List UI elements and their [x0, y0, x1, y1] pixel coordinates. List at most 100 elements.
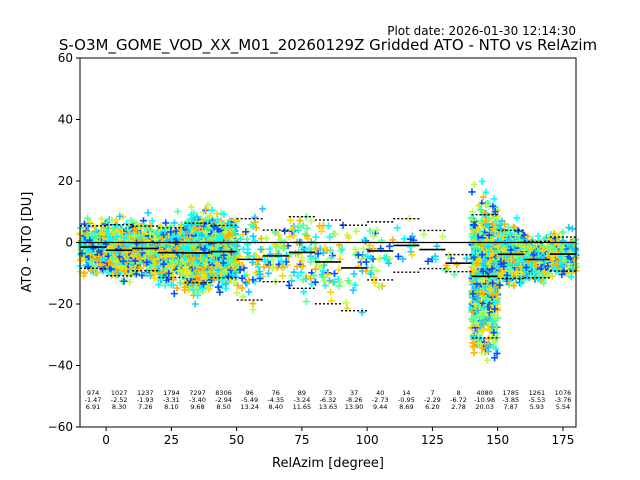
- data-point: [177, 222, 185, 230]
- data-point: [160, 249, 168, 257]
- data-point: [87, 257, 95, 265]
- data-point: [93, 269, 101, 277]
- data-point: [160, 230, 168, 238]
- data-point: [439, 232, 447, 240]
- data-point: [122, 265, 130, 273]
- data-point: [86, 219, 94, 227]
- data-point: [311, 239, 319, 247]
- scatter-points: [76, 177, 580, 364]
- data-point: [138, 240, 146, 248]
- data-point: [204, 201, 212, 209]
- data-point: [109, 255, 117, 263]
- data-point: [138, 271, 146, 279]
- data-point: [171, 259, 179, 267]
- data-point: [84, 214, 92, 222]
- data-point: [278, 272, 286, 280]
- data-point: [321, 282, 329, 290]
- data-point: [470, 349, 478, 357]
- data-point: [162, 219, 170, 227]
- data-point: [146, 249, 154, 257]
- data-point: [114, 271, 122, 279]
- data-point: [91, 223, 99, 231]
- data-point: [249, 300, 257, 308]
- data-point: [335, 282, 343, 290]
- data-point: [453, 261, 461, 269]
- data-point: [420, 231, 428, 239]
- data-point: [325, 222, 333, 230]
- data-point: [312, 233, 320, 241]
- data-point: [433, 242, 441, 250]
- data-point: [483, 356, 491, 364]
- data-point: [167, 228, 175, 236]
- data-point: [170, 290, 178, 298]
- data-point: [77, 256, 85, 264]
- data-point: [342, 299, 350, 307]
- data-point: [170, 219, 178, 227]
- data-point: [187, 203, 195, 211]
- data-point: [110, 240, 118, 248]
- data-point: [142, 270, 150, 278]
- data-point: [478, 177, 486, 185]
- data-point: [296, 217, 304, 225]
- data-point: [517, 280, 525, 288]
- data-point: [172, 245, 180, 253]
- data-point: [83, 231, 91, 239]
- data-point: [87, 267, 95, 275]
- data-point: [137, 233, 145, 241]
- data-point: [157, 222, 165, 230]
- data-point: [104, 269, 112, 277]
- data-point: [352, 227, 360, 235]
- data-point: [294, 272, 302, 280]
- data-point: [158, 269, 166, 277]
- data-point: [155, 281, 163, 289]
- data-point: [129, 231, 137, 239]
- data-point: [131, 257, 139, 265]
- data-point: [84, 263, 92, 271]
- data-point: [108, 260, 116, 268]
- data-point: [251, 213, 259, 221]
- data-point: [174, 232, 182, 240]
- data-point: [513, 214, 521, 222]
- data-point: [320, 277, 328, 285]
- data-point: [169, 252, 177, 260]
- data-point: [327, 288, 335, 296]
- data-point: [259, 205, 267, 213]
- data-point: [249, 306, 257, 314]
- data-point: [113, 268, 121, 276]
- data-point: [161, 281, 169, 289]
- data-point: [130, 219, 138, 227]
- data-point: [96, 261, 104, 269]
- data-point: [105, 230, 113, 238]
- data-point: [105, 245, 113, 253]
- data-point: [120, 234, 128, 242]
- data-point: [113, 233, 121, 241]
- data-point: [145, 248, 153, 256]
- data-point: [350, 270, 358, 278]
- data-point: [307, 217, 315, 225]
- data-point: [281, 227, 289, 235]
- data-point: [120, 277, 128, 285]
- data-point: [160, 240, 168, 248]
- data-point: [400, 235, 408, 243]
- data-point: [117, 264, 125, 272]
- data-point: [302, 298, 310, 306]
- data-point: [130, 225, 138, 233]
- data-point: [132, 270, 140, 278]
- data-point: [115, 248, 123, 256]
- data-point: [98, 265, 106, 273]
- data-point: [300, 288, 308, 296]
- data-point: [160, 260, 168, 268]
- data-point: [161, 253, 169, 261]
- data-point: [174, 208, 182, 216]
- data-point: [172, 227, 180, 235]
- data-point: [393, 224, 401, 232]
- data-point: [118, 229, 126, 237]
- data-point: [468, 188, 476, 196]
- data-point: [369, 246, 377, 254]
- data-point: [167, 281, 175, 289]
- data-point: [95, 242, 103, 250]
- data-point: [262, 234, 270, 242]
- data-point: [95, 253, 103, 261]
- data-point: [245, 288, 253, 296]
- data-point: [116, 212, 124, 220]
